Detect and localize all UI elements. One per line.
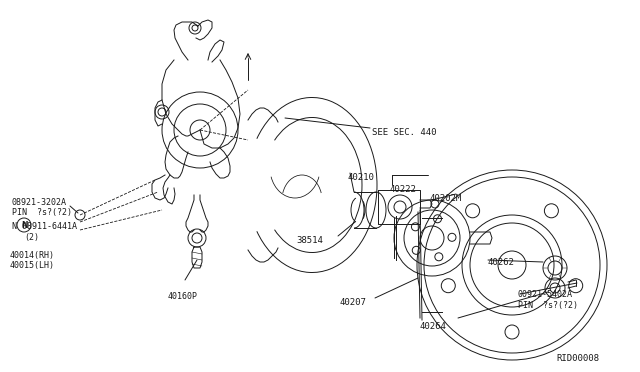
Text: PIN  ?s?(?2): PIN ?s?(?2): [12, 208, 72, 217]
Text: 40160P: 40160P: [168, 292, 198, 301]
Text: 40015(LH): 40015(LH): [10, 261, 55, 270]
Text: 40207: 40207: [340, 298, 367, 307]
Text: 38514: 38514: [296, 236, 323, 245]
Text: (2): (2): [24, 233, 39, 242]
Text: N: N: [20, 221, 28, 230]
Text: 40202M: 40202M: [430, 194, 462, 203]
Text: N 08911-6441A: N 08911-6441A: [12, 222, 77, 231]
Text: RID00008: RID00008: [556, 354, 599, 363]
Text: PIN  ?s?(?2): PIN ?s?(?2): [518, 301, 578, 310]
Text: 40210: 40210: [348, 173, 375, 182]
Text: 08921-3202A: 08921-3202A: [12, 198, 67, 207]
Text: SEE SEC. 440: SEE SEC. 440: [372, 128, 436, 137]
Text: 40262: 40262: [488, 258, 515, 267]
Text: 00921-5402A: 00921-5402A: [518, 290, 573, 299]
Text: 40222: 40222: [390, 185, 417, 194]
Text: 40264: 40264: [420, 322, 447, 331]
Text: 40014(RH): 40014(RH): [10, 251, 55, 260]
